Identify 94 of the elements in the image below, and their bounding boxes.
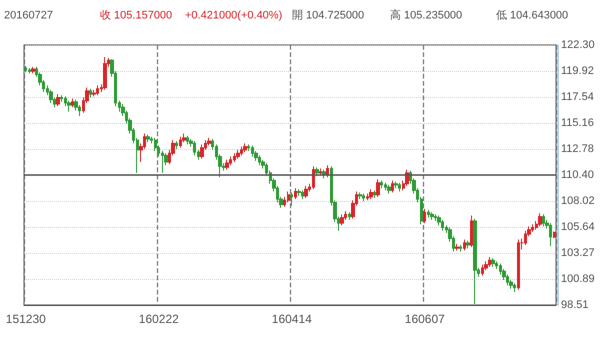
candlestick: [470, 214, 473, 248]
candlestick: [430, 212, 434, 220]
candlestick: [513, 282, 516, 292]
candlestick: [481, 264, 484, 276]
candlestick: [146, 134, 150, 143]
candlestick: [251, 145, 254, 157]
candlestick: [304, 185, 308, 199]
candlestick: [549, 222, 552, 247]
candlestick: [488, 256, 491, 268]
y-tick-label: 110.40: [561, 169, 594, 182]
candlestick: [366, 193, 369, 201]
candlestick: [319, 168, 322, 176]
candlestick: [287, 190, 290, 203]
text: 高 105.235000: [390, 8, 462, 22]
candlestick: [524, 230, 527, 246]
y-tick-label: 112.78: [561, 143, 594, 156]
candlestick: [391, 180, 394, 194]
x-tick-label: 160222: [138, 312, 180, 326]
candlestick: [103, 56, 107, 90]
candlestick: [538, 212, 542, 227]
candlestick: [31, 66, 35, 74]
candlestick: [348, 212, 351, 220]
candlestick: [236, 149, 240, 160]
candlestick: [67, 100, 71, 112]
candlestick: [473, 218, 477, 305]
candlestick: [301, 190, 304, 200]
y-tick-label: 108.02: [561, 195, 595, 208]
y-tick-label: 119.92: [561, 65, 594, 78]
candlestick: [243, 142, 247, 153]
candlestick: [542, 214, 545, 227]
y-tick-label: 117.54: [561, 91, 594, 104]
candlestick: [240, 146, 243, 156]
candlestick: [466, 240, 470, 249]
candlestick: [229, 156, 232, 166]
candlestick: [175, 140, 178, 150]
text: 20160727: [4, 10, 53, 22]
text: 收 105.157000: [100, 10, 172, 22]
candlestick: [340, 214, 344, 226]
candlestick: [326, 164, 329, 178]
candlestick: [89, 88, 92, 98]
candlestick: [315, 166, 319, 177]
candlestick: [312, 166, 315, 190]
candlestick: [427, 210, 430, 218]
candlestick: [96, 84, 99, 96]
x-tick-label: 160414: [272, 312, 312, 326]
x-tick-label: 151230: [6, 312, 46, 326]
candlestick: [186, 135, 189, 145]
candlestick: [49, 89, 53, 104]
candlestick: [517, 239, 520, 290]
candlestick: [459, 244, 462, 252]
candlestick: [294, 188, 297, 200]
candlestick: [200, 144, 204, 160]
candlestick: [60, 94, 63, 102]
candlestick: [441, 219, 444, 232]
candlestick: [394, 181, 398, 189]
candlestick: [553, 231, 556, 238]
candlestick: [193, 140, 196, 156]
candlestick: [233, 152, 236, 162]
candlestick: [384, 182, 387, 191]
candlestick: [207, 137, 211, 146]
candlestick: [373, 190, 376, 199]
candlestick: [491, 258, 495, 268]
candlestick: [258, 154, 261, 166]
y-tick-label: 100.89: [561, 272, 595, 285]
candlestick: [92, 89, 96, 97]
candlestick: [380, 180, 383, 189]
candlestick: [531, 224, 534, 232]
text: 低 104.643000: [496, 10, 568, 22]
candlestick: [434, 214, 437, 222]
candlestick: [362, 193, 365, 202]
candlestick: [463, 239, 466, 251]
candlestick: [225, 159, 229, 170]
candlestick: [71, 98, 74, 108]
y-tick-label: 115.16: [561, 117, 594, 130]
text: +0.421000(+0.40%): [185, 10, 282, 22]
candlestick: [290, 192, 293, 206]
candlestick: [455, 243, 459, 251]
y-tick-label: 122.30: [561, 39, 595, 51]
candlestick: [358, 192, 362, 200]
y-tick-label: 105.64: [561, 221, 595, 234]
y-tick-label: 103.27: [561, 246, 595, 259]
y-tick-label: 98.51: [561, 299, 589, 311]
candlestick: [24, 65, 27, 73]
candlestick: [369, 188, 373, 200]
candlestick: [28, 67, 31, 74]
text: 開 104.725000: [292, 10, 364, 22]
candlestick: [297, 188, 301, 196]
candlestick: [387, 184, 391, 194]
candlestick: [376, 178, 380, 198]
candlestick: [398, 182, 401, 192]
candlestick: [56, 94, 60, 107]
candlestick: [179, 136, 182, 148]
candlestick: [423, 208, 426, 224]
x-tick-label: 160607: [404, 312, 446, 326]
